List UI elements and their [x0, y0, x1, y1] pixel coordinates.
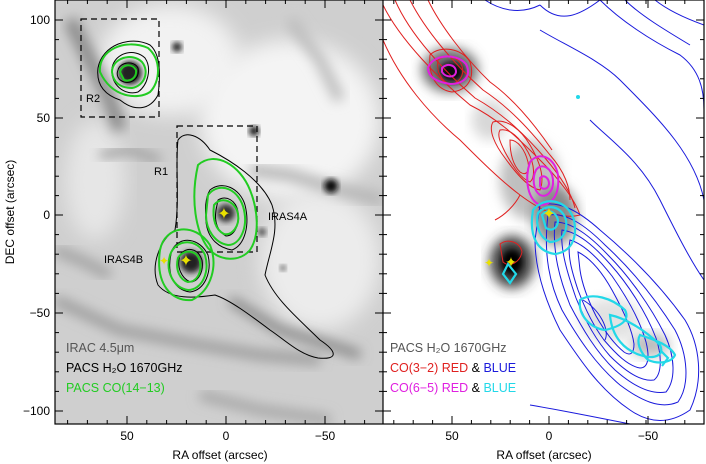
iras4bp-star-icon: ✦ — [159, 254, 169, 268]
y-tick-labels: 100 50 0 −50 −100 — [23, 13, 50, 418]
y-tick-label: −50 — [30, 306, 51, 320]
legend-co32: CO(3−2) RED & BLUE — [390, 361, 516, 375]
iras4b-star-icon-right: ✦ — [505, 255, 517, 271]
y-tick-label: −100 — [23, 404, 50, 418]
y-tick-label: 0 — [43, 208, 50, 222]
region-r2-box — [80, 18, 160, 118]
legend-co65-red: CO(6−5) RED — [390, 381, 468, 395]
outer-frame — [54, 0, 705, 425]
x-tick-labels-right: 50 0 −50 — [445, 429, 658, 443]
left-panel: ✦ ✦ ✦ R2 R1 IRAS4A IRAS4B IRAC 4.5μm PAC… — [55, 0, 383, 424]
x-tick-label: 50 — [445, 429, 459, 443]
legend-left: IRAC 4.5μm PACS H₂O 1670GHz PACS CO(14−1… — [66, 341, 182, 395]
y-tick-label: 50 — [37, 111, 51, 125]
irac-image — [55, 5, 383, 424]
iras4a-star-icon: ✦ — [217, 204, 230, 223]
y-axis-label: DEC offset (arcsec) — [3, 160, 17, 264]
label-r2: R2 — [86, 93, 100, 105]
x-axis-label-right: RA offset (arcsec) — [496, 448, 591, 462]
co32-blue-contours — [484, 0, 704, 424]
x-tick-label: −50 — [315, 429, 336, 443]
x-axis-label-left: RA offset (arcsec) — [172, 448, 267, 462]
legend-h2o-right: PACS H₂O 1670GHz — [390, 341, 506, 355]
x-tick-label: 50 — [120, 429, 134, 443]
x-tick-labels-left: 50 0 −50 — [120, 429, 335, 443]
y-tick-label: 100 — [30, 13, 50, 27]
legend-co65-amp: & — [468, 381, 483, 395]
label-iras4b: IRAS4B — [104, 254, 143, 266]
right-panel: ✦ ✦ ✦ PACS H₂O 1670GHz CO(3−2) RED & BLU… — [383, 0, 704, 424]
iras4a-star-icon-right: ✦ — [542, 204, 555, 223]
legend-co32-blue: BLUE — [483, 361, 516, 375]
x-tick-label: 0 — [223, 429, 230, 443]
legend-co65: CO(6−5) RED & BLUE — [390, 381, 516, 395]
source-markers-right: ✦ ✦ ✦ — [484, 204, 556, 271]
label-iras4a: IRAS4A — [268, 211, 308, 223]
x-tick-label: 0 — [546, 429, 553, 443]
legend-h2o: PACS H₂O 1670GHz — [66, 361, 182, 375]
co1413-contours — [98, 43, 258, 302]
legend-co1413: PACS CO(14−13) — [66, 381, 165, 395]
legend-irac: IRAC 4.5μm — [66, 341, 134, 355]
legend-co32-amp: & — [468, 361, 483, 375]
co65-red-contours — [426, 55, 560, 207]
region-r1-box — [176, 125, 258, 253]
legend-right: PACS H₂O 1670GHz CO(3−2) RED & BLUE CO(6… — [390, 341, 516, 395]
x-tick-label: −50 — [638, 429, 659, 443]
iras4b-star-icon: ✦ — [179, 251, 192, 270]
co65-blue-contours — [501, 95, 677, 367]
source-markers-left: ✦ ✦ ✦ — [159, 204, 231, 270]
axis-ticks — [55, 0, 704, 424]
label-r1: R1 — [154, 166, 168, 178]
iras4bp-star-icon-right: ✦ — [484, 256, 494, 270]
legend-co32-red: CO(3−2) RED — [390, 361, 468, 375]
legend-co65-blue: BLUE — [483, 381, 516, 395]
